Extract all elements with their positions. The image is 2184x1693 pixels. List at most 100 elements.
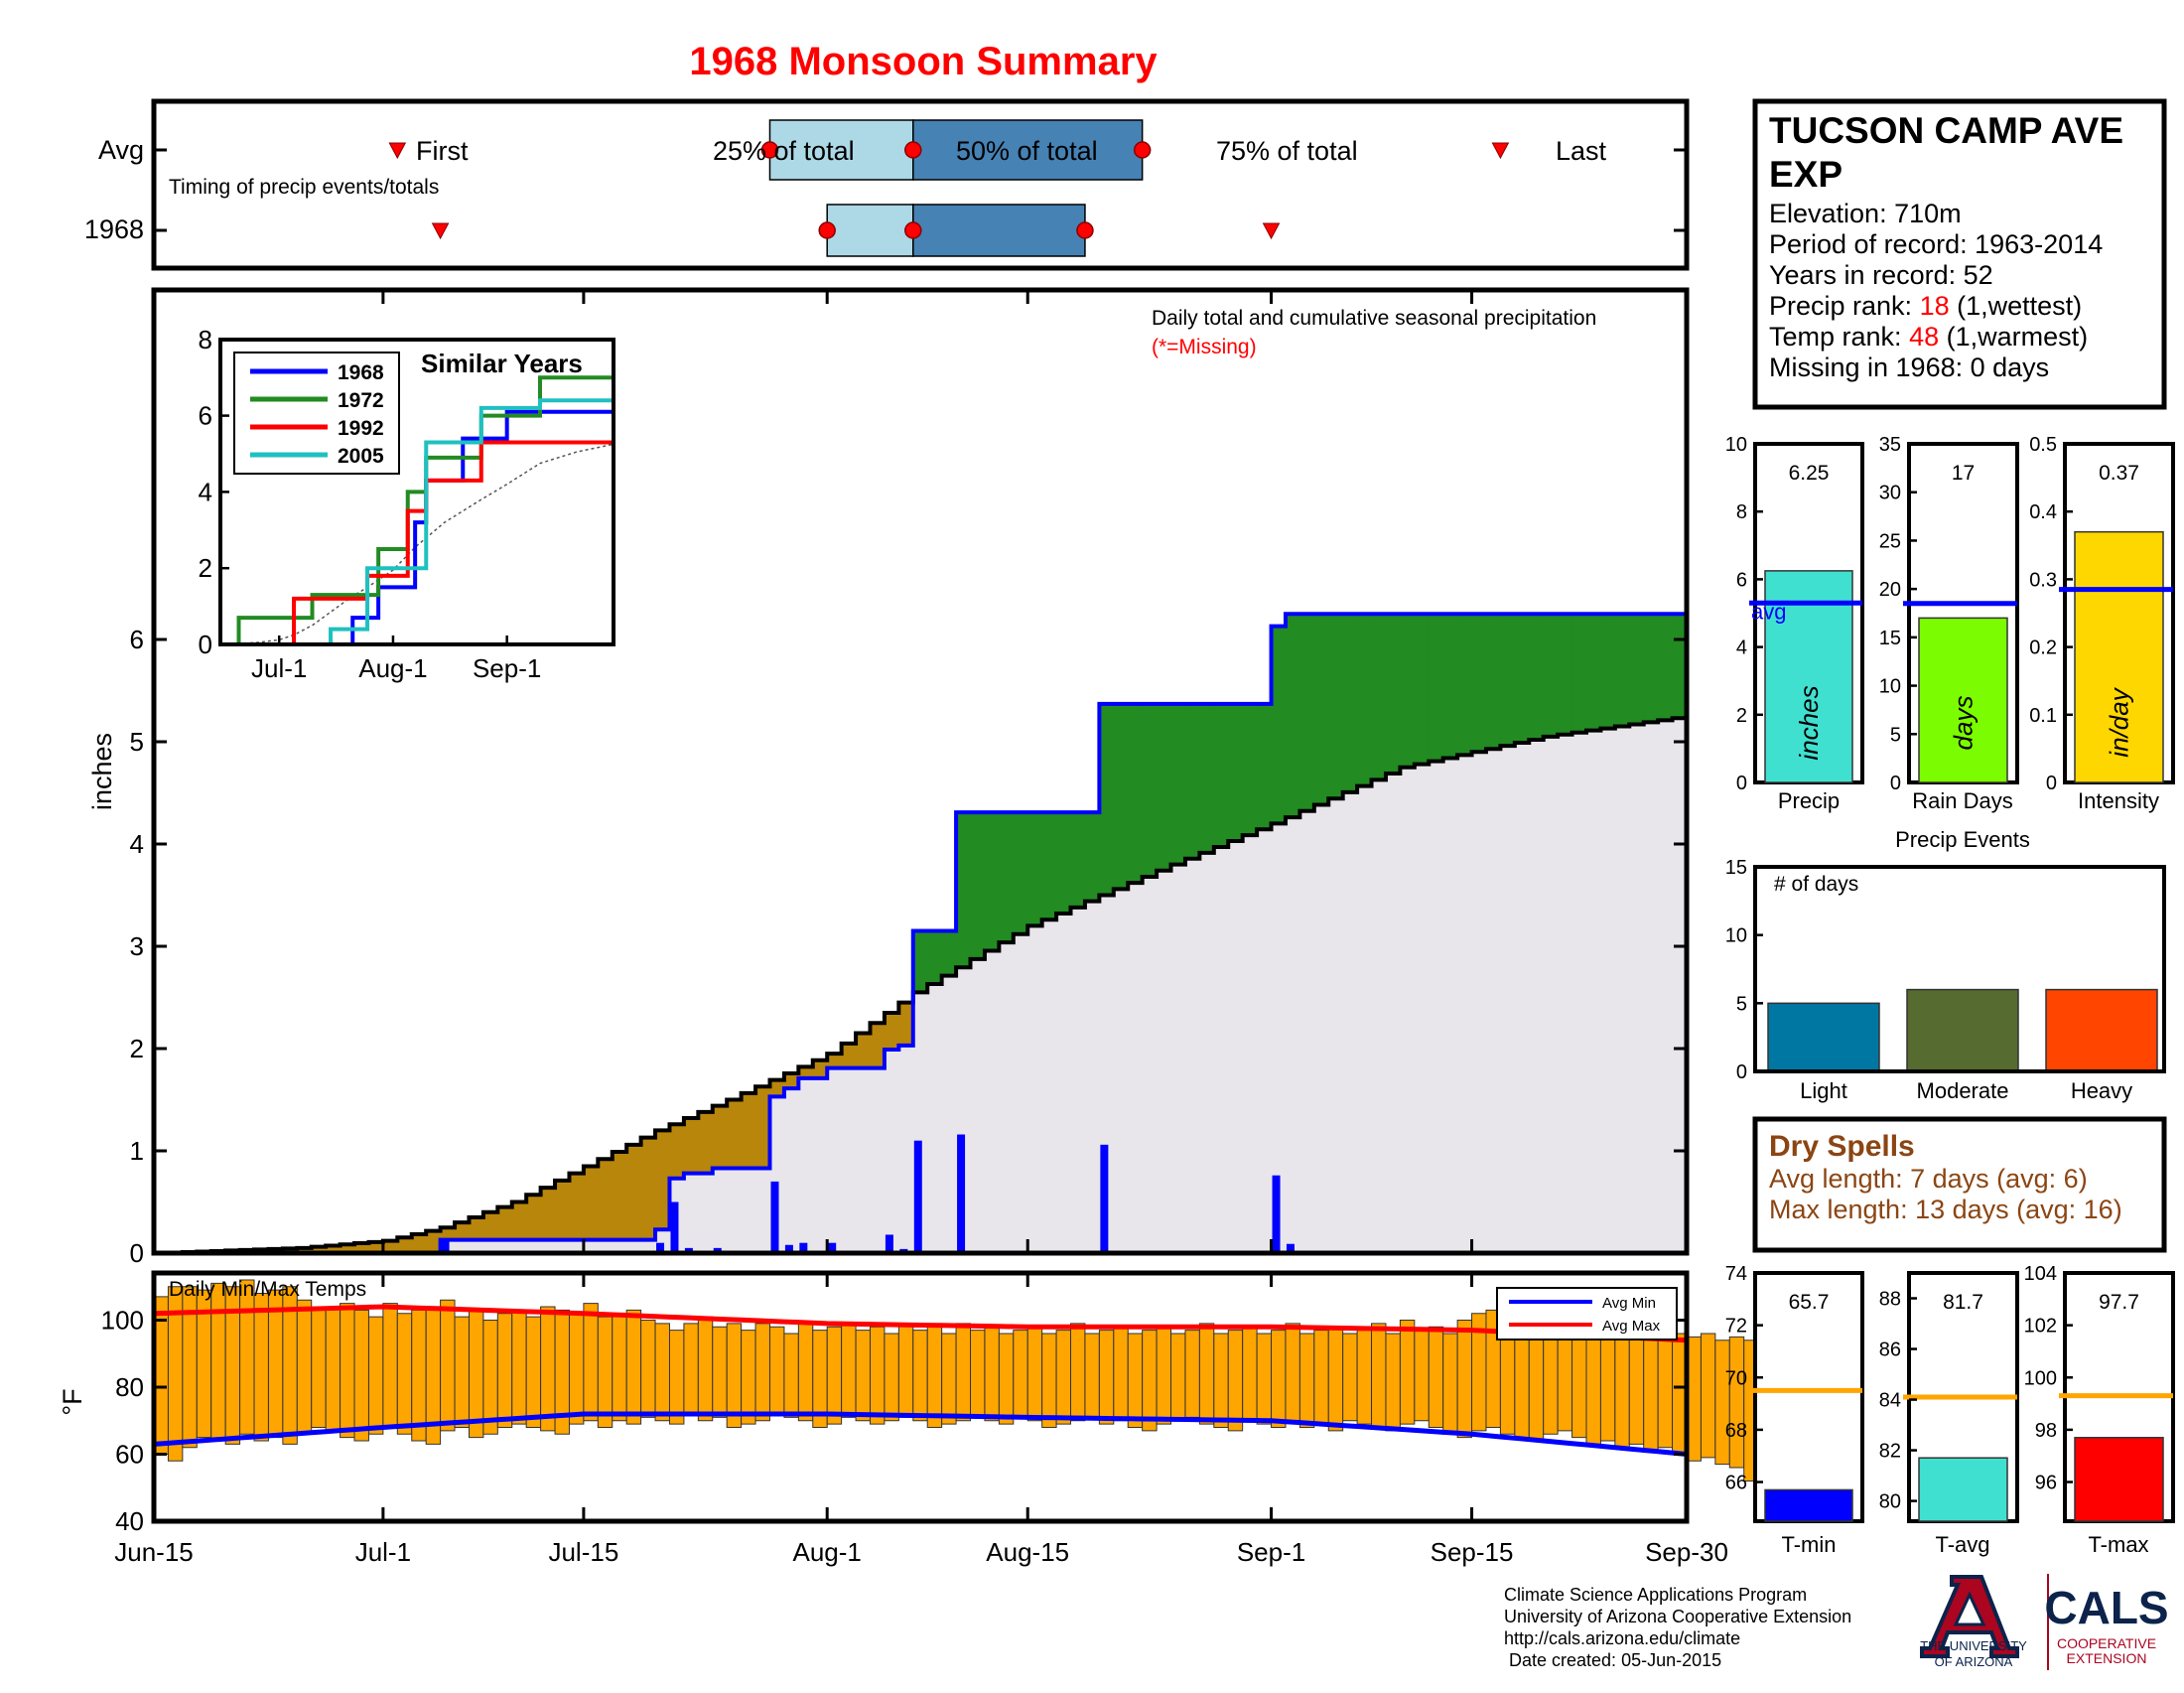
daily-temp-bar bbox=[1013, 1330, 1028, 1418]
above-average-fill bbox=[912, 930, 928, 993]
y1968-75-marker bbox=[1076, 221, 1094, 239]
cals-sub-1: COOPERATIVE bbox=[2057, 1635, 2156, 1651]
daily-precip-bar bbox=[784, 1244, 793, 1253]
daily-temp-bar bbox=[1213, 1333, 1229, 1428]
above-average-fill bbox=[1328, 614, 1344, 799]
inset-y-tick-label: 2 bbox=[199, 553, 212, 583]
footer: Climate Science Applications Program Uni… bbox=[1504, 1574, 2169, 1670]
events-tick-label: 0 bbox=[1736, 1061, 1747, 1083]
events-bar-heavy bbox=[2045, 988, 2158, 1072]
tmin-stat-label: T-min bbox=[1782, 1532, 1837, 1557]
legend-label-1992: 1992 bbox=[338, 417, 384, 440]
temp-y-axis: 40 60 80 100 bbox=[101, 1306, 1687, 1536]
timing-last-label: Last bbox=[1556, 136, 1607, 166]
date-tick-label: Sep-15 bbox=[1431, 1537, 1514, 1567]
daily-temp-bar bbox=[1342, 1333, 1358, 1422]
above-average-fill bbox=[970, 812, 986, 959]
above-average-fill bbox=[984, 812, 1000, 951]
daily-temp-bar bbox=[340, 1303, 355, 1439]
precip-stat-tick-label: 4 bbox=[1736, 637, 1747, 659]
precip-annotation: Daily total and cumulative seasonal prec… bbox=[1152, 307, 1596, 330]
daily-temp-bar bbox=[841, 1323, 857, 1418]
intensity-stat-label: Intensity bbox=[2078, 788, 2159, 813]
daily-temp-bar bbox=[712, 1326, 728, 1418]
ua-text-1: THE UNIVERSITY bbox=[1920, 1638, 2027, 1653]
below-average-fill bbox=[511, 1201, 527, 1240]
precip-stat-value: 6.25 bbox=[1789, 462, 1830, 485]
precip-frame bbox=[151, 287, 1690, 1256]
below-average-fill bbox=[798, 1066, 814, 1078]
dry-spells-box: Dry Spells Avg length: 7 days (avg: 6) M… bbox=[1752, 1116, 2167, 1253]
timing-row-label-avg: Avg bbox=[98, 135, 144, 165]
intensity-stat-tick-label: 0 bbox=[2046, 773, 2057, 794]
daily-temp-bar bbox=[1271, 1330, 1287, 1428]
below-average-fill bbox=[469, 1216, 484, 1240]
daily-temp-bar bbox=[984, 1326, 1000, 1422]
precip-events-chart: Precip Events Light Moderate Heavy 0 5 10 15 #… bbox=[1725, 827, 2166, 1103]
dry-spells-title: Dry Spells bbox=[1769, 1130, 1915, 1163]
station-years: Years in record: 52 bbox=[1769, 260, 1993, 290]
rain-days-stat-tick-label: 20 bbox=[1879, 579, 1901, 601]
daily-temp-bar bbox=[955, 1323, 972, 1422]
daily-temp-bar bbox=[998, 1333, 1015, 1425]
temp-legend-box bbox=[1496, 1287, 1678, 1340]
legend-label-avg-max: Avg Max bbox=[1602, 1318, 1661, 1335]
precip-stat-tick-label: 2 bbox=[1736, 705, 1747, 727]
above-average-fill bbox=[1113, 703, 1129, 890]
legend-label-1972: 1972 bbox=[338, 389, 384, 412]
below-average-fill bbox=[497, 1206, 513, 1240]
above-average-fill bbox=[1170, 703, 1186, 865]
precip-y-tick-label: 5 bbox=[130, 727, 144, 757]
tmin-stat-tick-label: 68 bbox=[1725, 1420, 1747, 1442]
precip-y-tick-label: 0 bbox=[130, 1238, 144, 1268]
tmin-stat-tick-label: 66 bbox=[1725, 1473, 1747, 1494]
y1968-50-75-box bbox=[912, 204, 1086, 257]
daily-temp-bar bbox=[1184, 1330, 1200, 1418]
above-average-fill bbox=[1414, 614, 1430, 765]
station-info-box: TUCSON CAMP AVE EXP Elevation: 710m Peri… bbox=[1752, 98, 2167, 410]
above-average-fill bbox=[1285, 614, 1300, 818]
daily-temp-bar bbox=[1298, 1333, 1315, 1428]
avg-last-marker bbox=[1491, 142, 1510, 160]
daily-temp-bar bbox=[1084, 1333, 1100, 1418]
below-average-fill bbox=[898, 1002, 914, 1046]
daily-temp-bar bbox=[1585, 1326, 1601, 1445]
daily-temp-bar bbox=[568, 1313, 585, 1425]
below-average-fill bbox=[870, 1023, 886, 1068]
above-average-fill bbox=[1056, 812, 1072, 915]
temp-y-tick-label: 80 bbox=[115, 1372, 144, 1402]
date-tick-label: Jun-15 bbox=[114, 1537, 194, 1567]
rain-days-stat-value: 17 bbox=[1952, 462, 1975, 485]
below-average-fill bbox=[598, 1159, 614, 1240]
temp-y-tick-label: 40 bbox=[115, 1506, 144, 1536]
tmin-stat-tick-label: 74 bbox=[1725, 1263, 1747, 1285]
tmax-stat-tick-label: 96 bbox=[2035, 1473, 2057, 1494]
rain-days-stat-tick-label: 30 bbox=[1879, 483, 1901, 504]
daily-temp-bar bbox=[525, 1316, 542, 1428]
daily-temp-bar bbox=[625, 1309, 642, 1425]
daily-temp-bar bbox=[597, 1316, 614, 1428]
daily-temp-bar bbox=[826, 1326, 843, 1425]
below-average-fill bbox=[856, 1033, 872, 1068]
legend-label-2005: 2005 bbox=[338, 445, 384, 468]
tmin-stat-frame bbox=[1753, 1271, 1864, 1523]
daily-temp-bar bbox=[970, 1330, 986, 1418]
above-average-fill bbox=[1157, 703, 1172, 871]
below-average-fill bbox=[683, 1118, 699, 1174]
legend-label-1968: 1968 bbox=[338, 361, 384, 384]
station-elevation: Elevation: 710m bbox=[1769, 199, 1962, 228]
daily-temp-bar bbox=[1098, 1330, 1115, 1425]
below-average-fill bbox=[827, 1054, 843, 1068]
daily-precip-bar bbox=[828, 1242, 837, 1253]
daily-temp-bar bbox=[1142, 1330, 1158, 1432]
below-average-fill bbox=[426, 1230, 442, 1253]
intensity-stat-unit: in/day bbox=[2105, 686, 2134, 757]
footer-university: University of Arizona Cooperative Extens… bbox=[1504, 1607, 1851, 1626]
precip-stat-unit: inches bbox=[1794, 685, 1824, 760]
dry-spells-avg: Avg length: 7 days (avg: 6) bbox=[1769, 1164, 2088, 1194]
tmax-stat-bar bbox=[2074, 1437, 2164, 1522]
below-average-fill bbox=[482, 1211, 498, 1240]
timing-row-label-1968: 1968 bbox=[84, 214, 144, 244]
above-average-fill bbox=[1614, 614, 1630, 727]
tmin-stat-tick-label: 72 bbox=[1725, 1316, 1747, 1338]
